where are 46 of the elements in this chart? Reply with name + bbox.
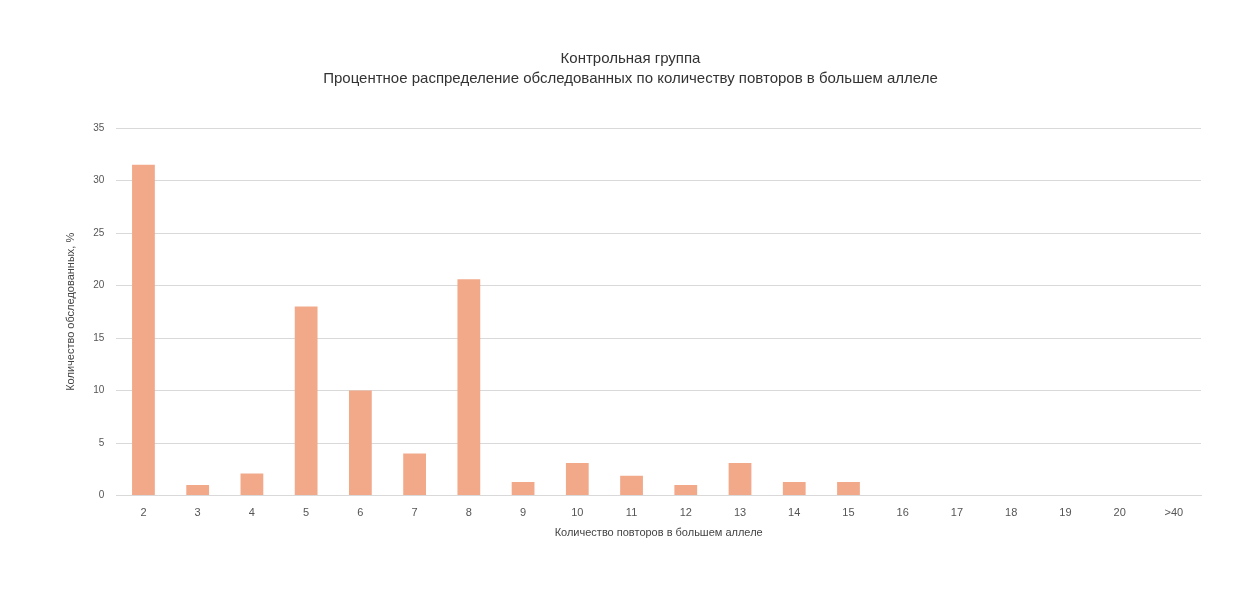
- x-tick-label: 13: [733, 506, 747, 519]
- y-tick-label: 20: [93, 279, 105, 291]
- bar: [403, 453, 426, 496]
- bar: [457, 279, 481, 496]
- x-tick-label: 4: [248, 506, 255, 519]
- y-tick-label: 30: [93, 174, 105, 186]
- x-tick-label: 9: [520, 506, 527, 519]
- bar: [511, 481, 535, 496]
- x-tick-label: 14: [788, 506, 801, 519]
- x-tick-label: 10: [571, 506, 584, 519]
- bar: [240, 473, 264, 496]
- chart-title: Контрольная группа: [560, 49, 702, 67]
- chart-subtitle: Процентное распределение обследованных по количеству повторов в большем аллеле: [323, 69, 938, 87]
- bar: [186, 485, 210, 496]
- y-tick-label: 10: [93, 384, 105, 396]
- x-tick-label: 5: [303, 506, 310, 519]
- x-tick-label: 19: [1059, 506, 1072, 519]
- x-tick-label: 20: [1113, 506, 1126, 519]
- x-tick-label: 3: [194, 506, 201, 519]
- y-axis-title: Количество обследованных, %: [63, 232, 76, 391]
- x-tick-label: 15: [842, 506, 855, 519]
- bar: [674, 485, 698, 496]
- y-tick-label: 25: [93, 226, 105, 238]
- bar: [837, 481, 860, 496]
- bar: [728, 463, 752, 496]
- bar: [132, 164, 155, 496]
- x-tick-label: 6: [357, 506, 364, 519]
- x-tick-label: >40: [1164, 506, 1184, 519]
- bar: [294, 306, 318, 496]
- x-tick-label: 18: [1005, 506, 1018, 519]
- bar: [565, 463, 589, 496]
- bar: [620, 475, 643, 496]
- bar: [782, 481, 806, 496]
- x-tick-label: 12: [679, 506, 692, 519]
- y-tick-label: 15: [93, 331, 105, 343]
- x-tick-label: 2: [140, 506, 147, 519]
- y-tick-label: 5: [98, 436, 105, 448]
- x-axis-title: Количество повторов в большем аллеле: [554, 526, 763, 539]
- y-tick-label: 35: [93, 121, 105, 133]
- x-tick-label: 7: [411, 506, 418, 519]
- bar: [348, 390, 372, 496]
- y-tick-label: 0: [98, 489, 105, 501]
- x-tick-label: 17: [950, 506, 964, 519]
- x-tick-label: 8: [465, 506, 472, 519]
- x-tick-label: 16: [896, 506, 909, 519]
- x-tick-label: 11: [625, 506, 638, 519]
